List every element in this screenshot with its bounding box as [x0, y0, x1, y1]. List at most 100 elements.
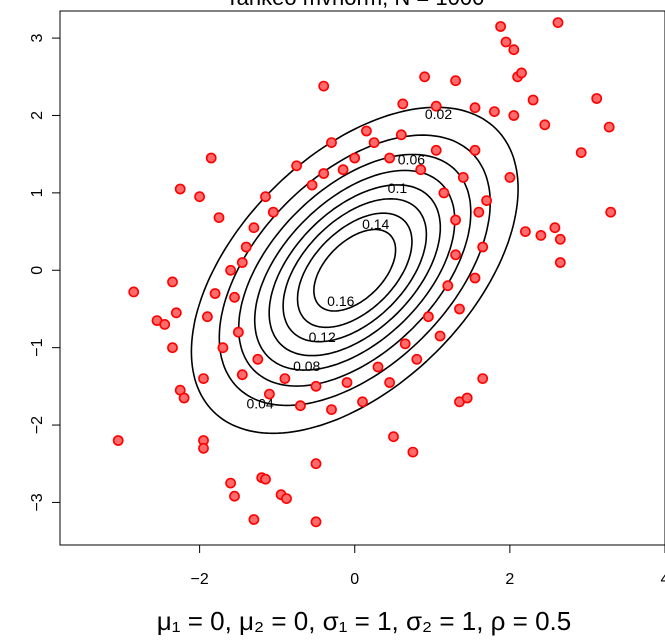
- data-point: [240, 241, 252, 253]
- data-point: [279, 373, 291, 384]
- data-point: [504, 171, 516, 183]
- data-point: [397, 98, 409, 110]
- data-point: [167, 342, 178, 354]
- data-point: [229, 291, 240, 303]
- data-point: [399, 338, 411, 350]
- contour-label: 0.04: [246, 395, 273, 411]
- data-point: [318, 168, 330, 179]
- data-point: [450, 249, 461, 261]
- data-point: [248, 514, 260, 525]
- data-point: [477, 241, 489, 253]
- data-point: [318, 80, 330, 92]
- data-point: [539, 119, 551, 131]
- contour-line-0.12: [282, 197, 428, 343]
- contour-line-0.02: [190, 106, 519, 435]
- data-point: [225, 264, 236, 276]
- chart-title: Tankeo mvnorm, N = 1000: [226, 0, 485, 10]
- x-axis: −2 0 2 4: [190, 544, 665, 588]
- data-point: [520, 226, 531, 237]
- data-point: [260, 473, 271, 485]
- contour-label: 0.08: [293, 358, 320, 374]
- y-tick-label: 0: [29, 266, 46, 275]
- data-point: [384, 377, 395, 388]
- data-point: [457, 171, 469, 183]
- y-tick-label: 3: [29, 34, 46, 43]
- data-point: [178, 392, 190, 404]
- data-point: [554, 233, 566, 245]
- data-point: [198, 373, 209, 384]
- data-point: [430, 144, 442, 156]
- y-axis: −3 −2 −1 0 1 2 3: [29, 34, 61, 512]
- data-point: [349, 152, 361, 164]
- x-tick-label: 2: [505, 571, 514, 588]
- contour-label: 0.02: [425, 106, 452, 122]
- contour-line-0.08: [253, 169, 456, 371]
- contour-label: 0.06: [398, 152, 425, 168]
- data-point: [194, 191, 205, 203]
- data-point: [461, 392, 473, 404]
- data-point: [372, 361, 384, 373]
- density-contours: [190, 106, 519, 435]
- data-point: [434, 330, 446, 342]
- data-point: [281, 493, 292, 504]
- y-tick-label: −1: [29, 338, 46, 356]
- y-tick-label: 2: [29, 111, 46, 120]
- data-point: [291, 160, 302, 172]
- data-point: [603, 121, 615, 133]
- data-point: [454, 303, 465, 315]
- data-point: [419, 71, 430, 83]
- data-point: [495, 21, 506, 32]
- data-point: [549, 222, 561, 234]
- data-point: [450, 75, 461, 87]
- data-point: [326, 137, 337, 148]
- data-point: [306, 179, 318, 191]
- data-point: [469, 102, 481, 114]
- data-point: [430, 100, 442, 112]
- contour-label: 0.1: [388, 180, 408, 196]
- data-point: [360, 125, 372, 137]
- data-point: [217, 342, 229, 354]
- contour-line-0.1: [268, 184, 442, 357]
- data-point: [384, 152, 395, 164]
- data-point: [236, 257, 248, 268]
- data-point: [575, 147, 587, 158]
- data-point: [554, 257, 566, 268]
- data-point: [527, 94, 539, 106]
- data-point: [201, 311, 213, 323]
- data-point: [357, 396, 368, 408]
- contour-line-0.06: [237, 153, 472, 387]
- y-tick-label: −3: [29, 493, 46, 511]
- data-point: [213, 212, 225, 223]
- data-point: [388, 431, 399, 443]
- data-point: [341, 377, 353, 388]
- data-point: [508, 110, 520, 121]
- data-point: [229, 490, 240, 502]
- data-point: [395, 129, 407, 141]
- data-point: [415, 164, 427, 176]
- x-tick-label: 4: [661, 571, 665, 588]
- data-point: [407, 446, 419, 458]
- data-point: [605, 206, 617, 218]
- data-point: [469, 272, 481, 284]
- data-point: [508, 44, 520, 56]
- data-point: [473, 206, 485, 218]
- y-tick-label: −2: [29, 416, 46, 434]
- data-point: [368, 137, 380, 148]
- data-point: [469, 144, 481, 156]
- data-point: [310, 380, 322, 392]
- contour-label: 0.14: [362, 216, 389, 232]
- contour-labels: 0.02 0.04 0.06 0.08 0.1 0.12 0.14 0.16: [246, 106, 452, 411]
- data-point: [236, 369, 248, 381]
- data-point: [326, 404, 337, 415]
- data-point: [170, 307, 182, 319]
- data-point: [310, 516, 322, 528]
- data-point: [260, 191, 271, 203]
- data-point: [209, 288, 221, 299]
- x-tick-label: −2: [190, 571, 208, 588]
- data-point: [225, 477, 236, 489]
- data-point: [252, 353, 264, 365]
- data-point: [198, 442, 209, 454]
- x-axis-label: μ₁ = 0, μ₂ = 0, σ₁ = 1, σ₂ = 1, ρ = 0.5: [157, 606, 572, 636]
- data-point: [167, 276, 178, 288]
